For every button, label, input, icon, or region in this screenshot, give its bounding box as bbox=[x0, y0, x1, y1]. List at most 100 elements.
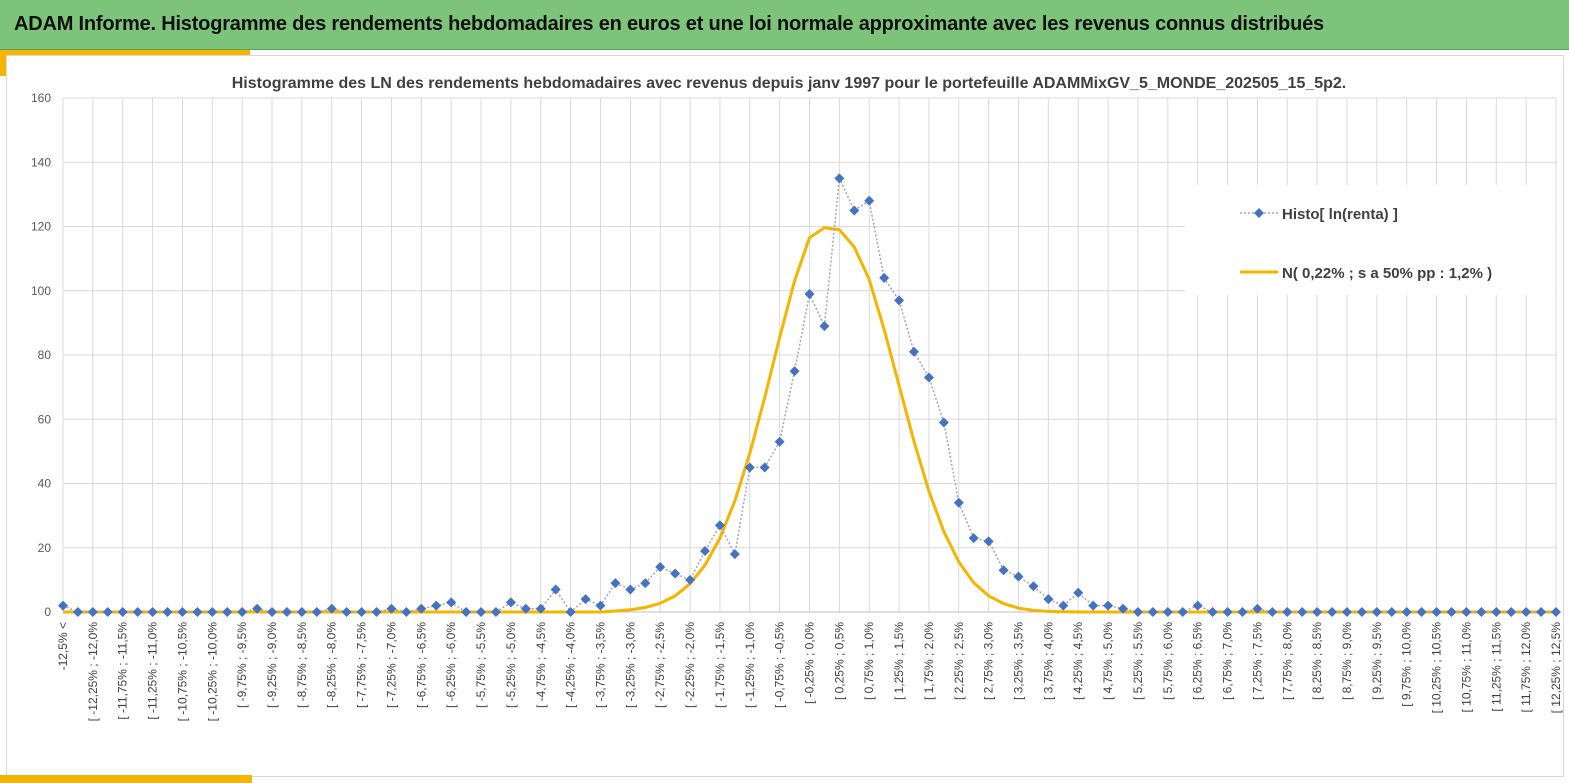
x-tick-label: [ 1,75% ; 2,0% bbox=[922, 622, 936, 700]
histo-point bbox=[1043, 594, 1054, 605]
x-tick-label: [ -6,75% ; -6,5% bbox=[414, 622, 428, 708]
x-tick-label: [ 9,75% ; 10,0% bbox=[1400, 622, 1414, 707]
histo-point bbox=[252, 603, 263, 614]
histo-point bbox=[550, 584, 561, 595]
histo-point bbox=[565, 607, 576, 617]
x-tick-label: [ -6,25% ; -6,0% bbox=[444, 622, 458, 708]
histo-point bbox=[431, 600, 442, 611]
accent-bar-top bbox=[0, 50, 6, 76]
y-tick-label: 100 bbox=[31, 284, 51, 298]
histo-point bbox=[117, 607, 128, 617]
histo-point bbox=[326, 603, 337, 614]
x-tick-label: [ -12,25% ; -12,0% bbox=[86, 622, 100, 722]
legend-normal-label: N( 0,22% ; s a 50% pp : 1,2% ) bbox=[1282, 265, 1492, 282]
x-tick-label: [ 4,75% ; 5,0% bbox=[1101, 622, 1115, 700]
histo-point bbox=[789, 366, 800, 377]
histo-point bbox=[610, 578, 621, 589]
histo-point bbox=[1267, 607, 1278, 617]
y-tick-label: 80 bbox=[38, 348, 52, 362]
histo-point bbox=[102, 607, 113, 617]
x-tick-label: [ 11,75% ; 12,0% bbox=[1519, 622, 1533, 713]
histo-point bbox=[1431, 607, 1442, 617]
x-tick-label: [ -2,25% ; -2,0% bbox=[683, 622, 697, 708]
histo-point bbox=[655, 562, 666, 573]
x-tick-label: [ -7,75% ; -7,5% bbox=[355, 622, 369, 708]
x-tick-label: [ 7,25% ; 7,5% bbox=[1250, 622, 1264, 700]
histo-point bbox=[535, 603, 546, 614]
histo-point bbox=[1476, 607, 1487, 617]
histo-point bbox=[953, 497, 964, 508]
histo-point bbox=[834, 173, 845, 184]
y-tick-label: 60 bbox=[38, 412, 52, 426]
y-tick-label: 120 bbox=[31, 220, 51, 234]
legend-histo-label: Histo[ ln(renta) ] bbox=[1282, 206, 1398, 223]
x-tick-label: -12,5% < bbox=[56, 622, 70, 670]
x-tick-label: [ -8,25% ; -8,0% bbox=[325, 622, 339, 708]
x-tick-label: [ 0,25% ; 0,5% bbox=[832, 622, 846, 700]
histo-point bbox=[580, 594, 591, 605]
x-tick-label: [ -4,75% ; -4,5% bbox=[534, 622, 548, 708]
histo-point bbox=[1551, 607, 1561, 617]
x-tick-label: [ -10,75% ; -10,5% bbox=[175, 622, 189, 722]
legend: Histo[ ln(renta) ] N( 0,22% ; s a 50% pp… bbox=[1185, 185, 1555, 295]
x-tick-label: [ 6,25% ; 6,5% bbox=[1191, 622, 1205, 700]
histo-point bbox=[774, 436, 785, 447]
histo-point bbox=[1371, 607, 1382, 617]
histo-point bbox=[1312, 607, 1323, 617]
x-axis: -12,5% < [ -12,25% ; -12,0% [ -11,75% ; -1… bbox=[56, 611, 1563, 722]
histo-point bbox=[1282, 607, 1293, 617]
histo-point bbox=[1401, 607, 1412, 617]
x-tick-label: [ -11,25% ; -11,0% bbox=[146, 622, 160, 720]
histo-point bbox=[968, 533, 979, 544]
histo-point bbox=[371, 607, 382, 617]
x-tick-label: [ 10,25% ; 10,5% bbox=[1430, 622, 1444, 714]
histo-point bbox=[1103, 600, 1114, 611]
histo-point bbox=[87, 607, 98, 617]
y-tick-label: 160 bbox=[31, 91, 51, 105]
histo-point bbox=[505, 597, 516, 608]
legend-histo-marker bbox=[1254, 208, 1264, 218]
histo-point bbox=[1177, 607, 1188, 617]
histo-point bbox=[356, 607, 367, 617]
x-tick-label: [ 6,75% ; 7,0% bbox=[1221, 622, 1235, 700]
histo-point bbox=[670, 568, 681, 579]
histo-point bbox=[864, 195, 875, 206]
histo-point bbox=[819, 321, 830, 332]
histo-point bbox=[192, 607, 203, 617]
x-tick-label: [ 12,25% ; 12,5% bbox=[1549, 622, 1563, 714]
x-tick-label: [ -1,75% ; -1,5% bbox=[713, 622, 727, 708]
histo-point bbox=[1416, 607, 1427, 617]
chart-title: Histogramme des LN des rendements hebdom… bbox=[232, 75, 1347, 92]
histo-point bbox=[1536, 607, 1547, 617]
histo-point bbox=[804, 288, 815, 299]
histo-point bbox=[1118, 603, 1129, 614]
banner-title: ADAM Informe. Histogramme des rendements… bbox=[14, 13, 1324, 35]
histo-point bbox=[177, 607, 188, 617]
histo-point bbox=[699, 545, 710, 556]
histo-point bbox=[1162, 607, 1173, 617]
histo-point bbox=[879, 272, 890, 283]
histo-point bbox=[401, 607, 412, 617]
histo-point bbox=[923, 372, 934, 383]
x-tick-label: [ 2,25% ; 2,5% bbox=[952, 622, 966, 700]
y-tick-label: 0 bbox=[44, 605, 51, 619]
histo-point bbox=[1192, 600, 1203, 611]
histo-point bbox=[1058, 600, 1069, 611]
x-tick-label: [ 2,75% ; 3,0% bbox=[982, 622, 996, 700]
histo-point bbox=[72, 607, 83, 617]
x-tick-label: [ -11,75% ; -11,5% bbox=[116, 622, 130, 720]
x-tick-label: [ 8,75% ; 9,0% bbox=[1340, 622, 1354, 700]
histo-point bbox=[490, 607, 501, 617]
histo-point bbox=[476, 607, 487, 617]
histo-point bbox=[207, 607, 218, 617]
histo-point bbox=[520, 603, 531, 614]
histo-point bbox=[1506, 607, 1517, 617]
histo-point bbox=[281, 607, 292, 617]
histo-point bbox=[729, 549, 740, 560]
x-tick-label: [ -1,25% ; -1,0% bbox=[743, 622, 757, 708]
histo-point bbox=[1356, 607, 1367, 617]
histo-point bbox=[849, 205, 860, 216]
x-tick-label: [ 10,75% ; 11,0% bbox=[1459, 622, 1473, 713]
x-tick-label: [ -7,25% ; -7,0% bbox=[384, 622, 398, 708]
